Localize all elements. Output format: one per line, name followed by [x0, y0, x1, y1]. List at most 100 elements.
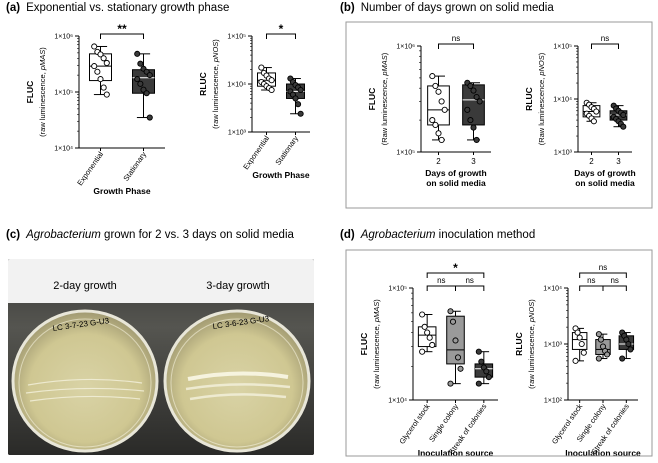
- box-exponential: [89, 43, 112, 98]
- data-point: [452, 337, 459, 344]
- panel-c-heading: (c) Agrobacterium grown for 2 vs. 3 days …: [6, 229, 294, 241]
- y-tick-label: 1×10⁴: [227, 82, 246, 89]
- significance-bracket: ns: [455, 276, 485, 291]
- x-tick-label: Stationary: [273, 134, 300, 167]
- significance-bracket: ns: [579, 276, 604, 291]
- data-point: [435, 130, 442, 137]
- y-tick-label: 1×10²: [544, 398, 563, 405]
- data-point: [619, 355, 626, 362]
- data-point: [475, 380, 482, 387]
- box-glycerol-stock: [571, 325, 588, 364]
- data-point: [429, 117, 436, 124]
- significance-label: ns: [599, 263, 607, 272]
- data-point: [134, 76, 141, 83]
- petri-dish-photo: 2-day growth 3-day growth LC 3-7-23 G-U3…: [8, 259, 314, 455]
- data-point: [268, 77, 275, 84]
- significance-label: ns: [437, 276, 445, 285]
- data-point: [297, 86, 304, 94]
- significance-bracket: *: [426, 261, 485, 278]
- data-point: [424, 329, 431, 336]
- chart-a-fluc: 1×10⁴ 1×10⁵ 1×10⁶ FLUC (raw luminescence, pM…: [25, 22, 165, 196]
- data-point: [464, 106, 471, 113]
- box-single-colony: [595, 331, 611, 362]
- panel-d-letter: (d): [340, 229, 355, 241]
- y-tick-label: 1×10³: [554, 150, 573, 157]
- significance-bracket: ns: [591, 34, 619, 49]
- data-point: [421, 323, 428, 330]
- data-point: [485, 374, 492, 381]
- data-point: [590, 118, 597, 125]
- bracket-line: [438, 43, 474, 49]
- y-axis-title: FLUC: [359, 333, 369, 356]
- panel-a-letter: (a): [6, 2, 21, 14]
- data-point: [470, 124, 477, 131]
- y-tick-label: 1×10⁵: [54, 90, 73, 97]
- data-point: [268, 86, 275, 94]
- panel-c-title-rest: grown for 2 vs. 3 days on solid media: [100, 229, 294, 241]
- right-petri-dish: LC 3-6-23 G-U3: [163, 309, 311, 453]
- data-point: [100, 55, 107, 62]
- x-axis-title: on solid media: [426, 178, 486, 188]
- data-point: [454, 354, 462, 361]
- data-point: [597, 336, 604, 343]
- significance-bracket: ns: [602, 276, 627, 291]
- data-point: [467, 82, 474, 89]
- data-point: [292, 95, 299, 102]
- x-axis-title: Days of growth: [425, 168, 486, 178]
- box-3: [609, 102, 628, 130]
- data-point: [572, 357, 579, 364]
- bracket-line: [579, 272, 627, 278]
- y-tick-label: 1×10⁵: [553, 44, 572, 51]
- y-tick-label: 1×10⁵: [396, 150, 415, 157]
- x-axis-title: on solid media: [575, 178, 635, 188]
- bracket-line: [602, 285, 627, 291]
- y-tick-label: 1×10⁵: [227, 34, 246, 41]
- data-point: [576, 334, 583, 341]
- panel-d-heading: (d) Agrobacterium inoculation method: [340, 229, 535, 241]
- data-point: [100, 84, 107, 91]
- significance-bracket: ns: [438, 34, 474, 49]
- data-point: [94, 68, 101, 75]
- box-streak-of-colonies: [474, 348, 494, 387]
- data-point: [438, 136, 445, 143]
- data-point: [295, 101, 302, 108]
- significance-label: ns: [601, 34, 609, 43]
- data-point: [574, 329, 581, 336]
- y-axis-subtitle: (Raw luminescence, pMAS): [380, 52, 389, 145]
- box-stationary: [286, 75, 305, 117]
- box-stationary: [132, 50, 155, 121]
- x-axis-title: Growth Phase: [93, 186, 150, 196]
- data-point: [97, 51, 104, 58]
- data-point: [470, 87, 477, 94]
- y-tick-label: 1×10⁶: [396, 44, 415, 51]
- significance-bracket: *: [266, 22, 296, 39]
- y-tick-label: 1×10⁴: [543, 286, 562, 293]
- data-point: [457, 365, 464, 372]
- panel-d-frame: [345, 249, 653, 457]
- significance-label: *: [279, 22, 284, 36]
- panel-c-title-italic: Agrobacterium: [26, 229, 101, 241]
- data-point: [473, 93, 480, 101]
- significance-bracket: **: [100, 22, 144, 39]
- y-axis-subtitle: (Raw luminescence, pNOS): [537, 52, 546, 145]
- y-axis-title: FLUC: [367, 88, 377, 111]
- significance-label: ns: [465, 276, 473, 285]
- significance-label: **: [117, 22, 127, 36]
- bracket-line: [591, 43, 619, 49]
- box-iqr: [427, 85, 450, 126]
- significance-label: ns: [587, 276, 595, 285]
- y-tick-label: 1×10⁴: [54, 146, 73, 153]
- x-tick-label: 3: [616, 157, 621, 166]
- significance-label: ns: [452, 34, 460, 43]
- x-axis-title: Inoculation source: [418, 448, 494, 458]
- panel-b-letter: (b): [340, 2, 355, 14]
- data-point: [97, 76, 104, 83]
- y-tick-label: 1×10³: [544, 342, 563, 349]
- data-point: [258, 64, 265, 71]
- panel-d-title-italic: Agrobacterium: [360, 229, 436, 241]
- chart-a-rluc: 1×10³ 1×10⁴ 1×10⁵ RLUC (raw luminescence, pN…: [198, 22, 310, 180]
- bracket-line: [579, 285, 604, 291]
- data-point: [134, 50, 141, 57]
- data-point: [447, 308, 454, 315]
